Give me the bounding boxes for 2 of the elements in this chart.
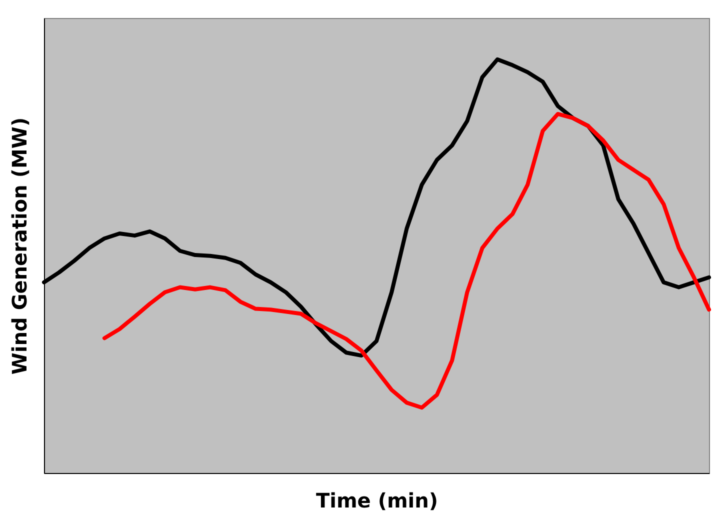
y-axis-title: Wind Generation (MW) bbox=[8, 117, 32, 375]
x-axis-title: Time (min) bbox=[316, 488, 438, 512]
